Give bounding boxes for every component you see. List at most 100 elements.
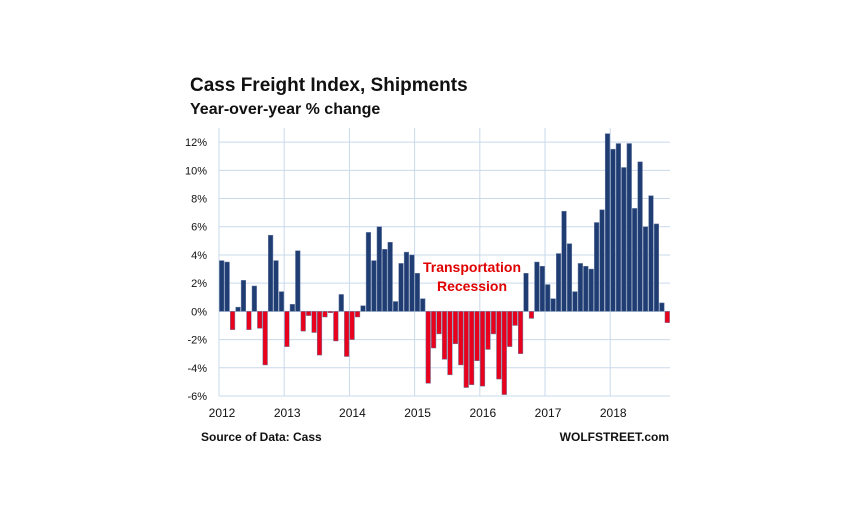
bar — [659, 302, 665, 312]
chart-title: Cass Freight Index, Shipments — [190, 75, 468, 96]
bar — [365, 232, 371, 312]
bar — [354, 311, 361, 318]
y-axis: 12% 10% 8% 6% 4% 2% 0% -2% -4% -6% — [185, 137, 207, 403]
bar — [577, 263, 583, 312]
bar — [512, 311, 518, 326]
x-tick-label: 2017 — [535, 406, 562, 420]
x-tick-label: 2018 — [600, 406, 627, 420]
bar — [572, 291, 578, 312]
bar — [311, 311, 317, 333]
bar — [518, 311, 524, 354]
bar — [441, 311, 448, 360]
bar — [295, 250, 301, 312]
bar — [528, 311, 535, 319]
x-tick-label: 2013 — [274, 406, 301, 420]
x-tick-label: 2015 — [404, 406, 431, 420]
annotation-line-1: Transportation — [423, 259, 521, 275]
bar — [469, 311, 475, 385]
bar — [322, 311, 328, 318]
bar — [306, 311, 312, 316]
source-note: Source of Data: Cass — [201, 430, 322, 444]
bar — [382, 249, 388, 312]
bar — [360, 305, 366, 312]
bar — [284, 311, 290, 347]
bar — [479, 311, 486, 387]
y-tick-label: 10% — [185, 165, 207, 177]
bar — [262, 311, 268, 366]
bar — [338, 294, 344, 312]
bar — [278, 291, 285, 312]
bar — [458, 311, 464, 366]
y-tick-label: 4% — [191, 250, 207, 262]
bar — [349, 311, 355, 340]
bar — [626, 143, 632, 312]
bar — [393, 301, 399, 312]
bar — [230, 311, 236, 330]
bar — [648, 195, 654, 312]
bar — [610, 148, 616, 312]
bar — [387, 242, 393, 312]
y-tick-label: 0% — [191, 306, 207, 318]
bar — [344, 311, 350, 357]
bar — [523, 273, 529, 312]
bar — [420, 298, 426, 312]
bar — [594, 222, 600, 312]
bar — [414, 273, 420, 312]
y-tick-label: 8% — [191, 194, 207, 206]
bar — [490, 311, 496, 335]
bar — [566, 243, 573, 312]
bar — [289, 304, 295, 312]
bar — [539, 265, 545, 312]
x-axis: 2012 2013 2014 2015 2016 2017 2018 — [209, 406, 627, 420]
x-tick-label: 2014 — [339, 406, 366, 420]
gridlines — [218, 128, 670, 397]
bar — [251, 285, 257, 312]
bar — [632, 208, 638, 312]
y-tick-label: -2% — [187, 335, 207, 347]
bars — [219, 133, 670, 395]
bar — [561, 210, 567, 312]
bar — [463, 311, 469, 388]
bar — [599, 209, 605, 312]
bar — [224, 261, 230, 312]
bar — [664, 311, 670, 323]
bar — [431, 311, 437, 349]
bar — [398, 263, 404, 312]
bar — [550, 298, 556, 312]
bar — [474, 311, 480, 361]
bar — [583, 265, 589, 312]
bar — [235, 306, 241, 312]
bar — [604, 133, 611, 312]
bar — [240, 280, 247, 312]
bar — [534, 261, 540, 312]
bar — [219, 260, 225, 312]
bar — [371, 260, 377, 312]
bar — [403, 251, 410, 312]
bar — [246, 311, 252, 330]
y-tick-label: 6% — [191, 222, 207, 234]
bar — [436, 311, 442, 335]
bar — [485, 311, 491, 350]
bar — [621, 167, 627, 312]
bar — [316, 311, 323, 356]
bar — [376, 226, 382, 312]
bar — [300, 311, 306, 332]
chart-subtitle: Year-over-year % change — [190, 101, 380, 118]
x-tick-label: 2016 — [469, 406, 496, 420]
bar — [545, 284, 551, 312]
bar — [327, 311, 333, 314]
bar — [653, 223, 659, 312]
bar — [333, 311, 339, 342]
bar — [496, 311, 502, 380]
annotation-line-2: Recession — [437, 278, 507, 294]
bar — [507, 311, 513, 347]
y-tick-label: -4% — [187, 363, 207, 375]
bar — [615, 143, 621, 312]
bar — [501, 311, 507, 395]
bar — [642, 226, 649, 312]
bar — [447, 311, 453, 376]
bar — [273, 260, 279, 312]
y-tick-label: -6% — [187, 391, 207, 403]
bar — [425, 311, 431, 384]
